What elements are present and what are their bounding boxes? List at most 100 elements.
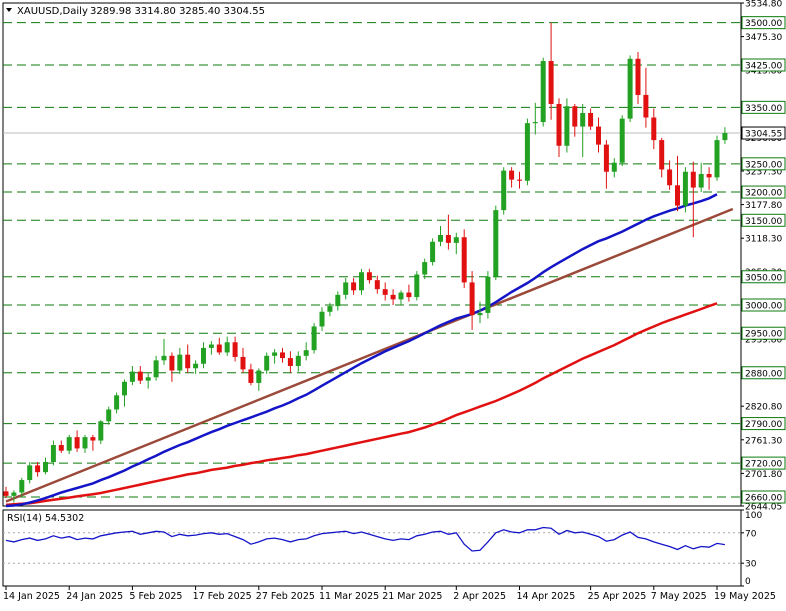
level-label-box	[741, 326, 786, 340]
candle-body	[129, 371, 135, 382]
price-axis: 3534.803475.303415.803356.303296.803237.…	[741, 0, 782, 513]
candle-body	[264, 355, 270, 371]
time-tick-label: 25 Apr 2025	[588, 591, 647, 602]
candle-body	[374, 280, 380, 290]
candle-body	[524, 123, 530, 181]
candle-body	[509, 170, 515, 180]
candle-body	[603, 144, 609, 172]
candle	[66, 434, 72, 455]
level-label-text: 3150.00	[745, 217, 782, 227]
level-label-3250.00: 3250.00	[741, 157, 786, 171]
time-tick-label: 27 Feb 2025	[256, 591, 315, 602]
time-tick-label: 14 Jan 2025	[3, 591, 60, 602]
candle	[343, 277, 349, 300]
candle	[722, 127, 728, 144]
candle-body	[272, 352, 278, 356]
time-tick-label: 5 Feb 2025	[129, 591, 182, 602]
level-label-2880.00: 2880.00	[741, 366, 786, 380]
candle	[161, 338, 167, 365]
candle	[280, 347, 285, 363]
level-label-2950.00: 2950.00	[741, 326, 786, 340]
candle-body	[208, 344, 214, 348]
candle	[82, 434, 88, 453]
candle	[406, 284, 412, 302]
candle	[106, 406, 112, 425]
dropdown-triangle-icon[interactable]	[6, 8, 12, 12]
candle-body	[295, 355, 301, 366]
candle	[556, 98, 562, 158]
candle	[287, 351, 293, 373]
candle-body	[90, 437, 96, 441]
price-tick-label: 3415.80	[745, 67, 782, 77]
candle-body	[556, 103, 562, 146]
candle	[272, 349, 278, 364]
candle-body	[11, 492, 17, 496]
support-resistance-levels[interactable]	[3, 22, 741, 498]
candle-body	[359, 272, 364, 291]
candle-body	[611, 162, 617, 172]
candle	[706, 167, 712, 190]
candle-body	[106, 409, 112, 422]
candle	[635, 52, 641, 104]
candle-body	[698, 173, 704, 188]
level-label-3500.00: 3500.00	[741, 16, 786, 30]
time-tick-label: 2 Apr 2025	[453, 591, 506, 602]
price-tick-label: 2820.80	[745, 403, 782, 413]
candle	[50, 440, 56, 466]
ma-blue-line	[5, 193, 718, 508]
price-tick-label: 3475.30	[745, 33, 782, 43]
rsi-tick-label: 70	[745, 529, 757, 539]
candle-body	[287, 358, 293, 366]
candle-body	[477, 312, 483, 316]
time-axis: 14 Jan 2025 24 Jan 2025 5 Feb 2025 17 Feb 2…	[3, 586, 776, 602]
candle-body	[588, 113, 594, 127]
time-tick-label: 19 May 2025	[714, 591, 776, 602]
candle-body	[675, 185, 680, 206]
level-label-3050.00: 3050.00	[741, 270, 786, 284]
candle	[414, 271, 420, 301]
candle	[619, 115, 625, 167]
level-label-box	[741, 157, 786, 171]
candle	[532, 102, 538, 135]
candle-body	[122, 381, 127, 396]
level-label-box	[741, 417, 786, 431]
candle-body	[66, 437, 72, 451]
candle	[137, 365, 143, 385]
candle	[580, 103, 586, 158]
level-label-3000.00: 3000.00	[741, 298, 786, 312]
level-label-text: 2950.00	[745, 330, 782, 340]
moving-averages-layer	[5, 193, 718, 508]
candle	[335, 291, 341, 311]
candle	[540, 57, 546, 127]
rsi-label: RSI(14) 54.5302	[7, 513, 84, 524]
candle-body	[430, 241, 436, 263]
level-label-box	[741, 298, 786, 312]
candle-body	[627, 58, 633, 119]
candle-body	[469, 282, 475, 316]
level-label-2660.00: 2660.00	[741, 490, 786, 504]
candle-body	[619, 118, 625, 163]
level-label-box	[741, 100, 786, 114]
candle-body	[27, 465, 33, 481]
candle-body	[564, 106, 570, 146]
level-label-box	[741, 213, 786, 227]
candle-body	[169, 355, 175, 371]
candle-body	[635, 58, 641, 95]
trendline[interactable]	[5, 207, 734, 503]
time-tick-label: 11 Mar 2025	[319, 591, 379, 602]
candle	[74, 430, 80, 452]
candle	[714, 135, 720, 181]
candle-body	[682, 171, 688, 206]
candle-body	[114, 395, 120, 410]
candle	[422, 258, 428, 280]
price-tick-label: 2701.80	[745, 470, 782, 480]
price-tick-label: 3177.80	[745, 201, 782, 211]
price-tick-label: 3534.80	[745, 0, 782, 10]
candle	[201, 342, 206, 369]
trendline-layer[interactable]	[5, 207, 734, 503]
candle-body	[58, 445, 64, 451]
rsi-line	[5, 526, 725, 552]
candle-body	[74, 437, 80, 449]
level-label-text: 3425.00	[745, 62, 782, 72]
